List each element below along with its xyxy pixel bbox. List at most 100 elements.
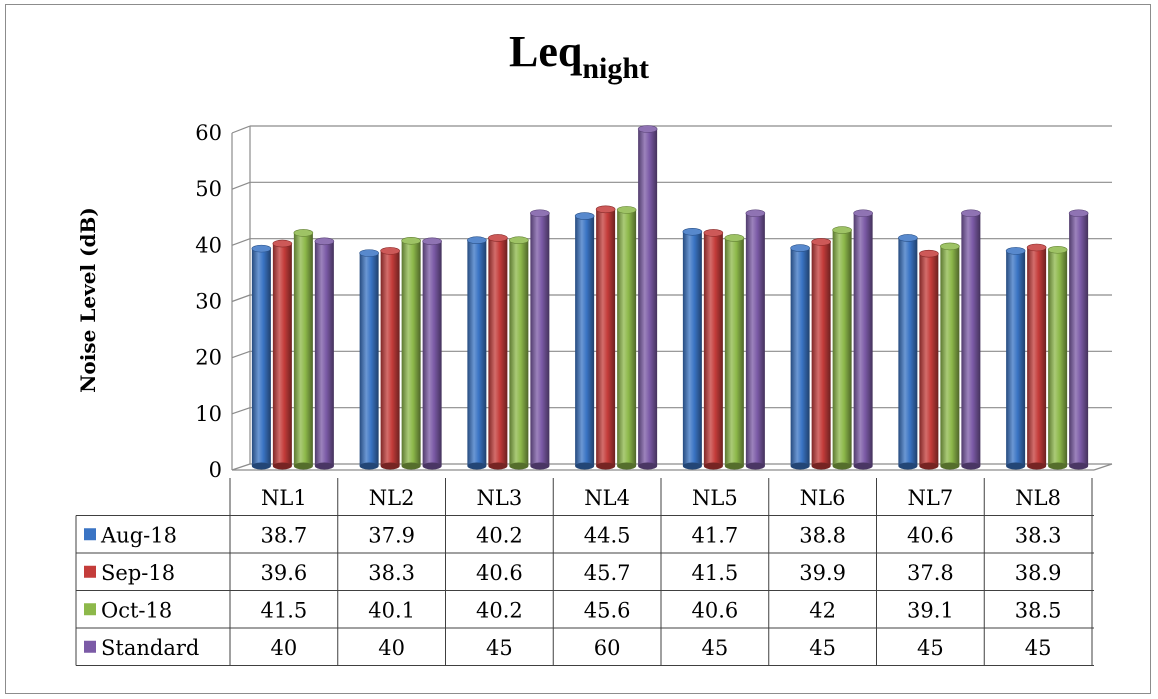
data-table-value: 38.9 xyxy=(1015,561,1062,585)
x-category-label: NL8 xyxy=(1015,486,1061,510)
bar-base xyxy=(488,462,508,470)
bar-base xyxy=(961,462,981,470)
bar xyxy=(853,213,873,466)
bar xyxy=(1069,213,1089,466)
x-category-label: NL6 xyxy=(800,486,846,510)
side-wall-line xyxy=(231,407,251,415)
data-table-value: 40.1 xyxy=(368,598,415,622)
bar xyxy=(530,213,550,466)
bar-base xyxy=(1069,462,1089,470)
bar-top xyxy=(574,212,595,220)
bar-base xyxy=(467,462,487,470)
bar-top xyxy=(251,244,272,253)
y-tick-label: 20 xyxy=(195,346,222,370)
x-category-label: NL2 xyxy=(369,486,415,510)
bar xyxy=(314,241,334,466)
side-wall-line xyxy=(231,294,251,303)
bar-base xyxy=(940,462,960,470)
data-table-value: 39.9 xyxy=(799,561,846,585)
data-table-value: 60 xyxy=(594,636,621,660)
bar-top xyxy=(703,229,724,237)
legend-key xyxy=(84,565,96,578)
bar xyxy=(1006,250,1026,466)
bar-top xyxy=(961,209,981,218)
chart-title: Leqnight xyxy=(0,26,1158,86)
bar-top xyxy=(790,244,810,252)
chart-title-main: Leq xyxy=(508,27,583,76)
bar-top xyxy=(637,125,658,133)
bar-top xyxy=(401,236,421,245)
data-table-value: 45 xyxy=(486,636,513,660)
legend-series-name: Standard xyxy=(101,636,199,660)
bar-top xyxy=(530,209,550,218)
side-wall-line xyxy=(231,463,251,471)
legend-key xyxy=(84,640,96,653)
bar-top xyxy=(488,234,508,242)
x-category-label: NL3 xyxy=(477,486,523,510)
bar xyxy=(811,241,831,466)
bar-top xyxy=(467,236,487,245)
bar xyxy=(617,209,637,466)
bar-base xyxy=(638,462,658,470)
floor-right-edge xyxy=(1093,463,1113,471)
bar-top xyxy=(811,238,831,246)
bar xyxy=(509,240,529,466)
data-table-value: 40.6 xyxy=(691,598,738,622)
legend-series-name: Aug-18 xyxy=(100,523,177,547)
legend-key xyxy=(84,603,96,616)
y-tick-label: 10 xyxy=(195,402,222,426)
x-category-label: NL5 xyxy=(692,486,738,510)
bar xyxy=(272,243,292,466)
data-table-value: 45.7 xyxy=(584,561,631,585)
bar-base xyxy=(422,462,442,470)
data-table-value: 40.2 xyxy=(476,598,523,622)
bar-base xyxy=(1006,462,1026,470)
data-table-value: 45 xyxy=(917,636,944,660)
bar-base xyxy=(293,462,313,470)
x-category-label: NL7 xyxy=(908,486,954,510)
data-table-value: 40 xyxy=(378,636,405,660)
bar xyxy=(940,246,960,466)
data-table-value: 38.3 xyxy=(368,561,415,585)
data-table-value: 41.5 xyxy=(260,598,307,622)
bar-top xyxy=(745,209,766,218)
bar xyxy=(961,213,981,466)
bar-top xyxy=(832,226,852,234)
side-wall-line xyxy=(231,238,251,246)
data-table-value: 44.5 xyxy=(584,523,631,547)
data-table-value: 38.5 xyxy=(1015,598,1062,622)
side-wall-line xyxy=(231,350,251,359)
data-table-value: 37.8 xyxy=(907,561,954,585)
bar xyxy=(638,129,658,466)
bar-top xyxy=(940,242,960,251)
bar xyxy=(724,237,744,466)
bar xyxy=(745,213,765,466)
bar-base xyxy=(509,462,529,470)
bar-top xyxy=(919,249,939,258)
bar-top xyxy=(853,209,873,218)
bar-top xyxy=(1047,245,1068,254)
bar-top xyxy=(898,234,918,242)
bar-top xyxy=(682,227,703,236)
bar xyxy=(488,237,508,466)
bar-base xyxy=(898,462,918,470)
bar-base xyxy=(832,462,852,470)
bar-base xyxy=(401,462,421,470)
bar-top xyxy=(1068,209,1089,218)
data-table-value: 39.1 xyxy=(907,598,954,622)
bar-base xyxy=(790,462,810,470)
legend-key xyxy=(84,528,96,541)
data-table-value: 45 xyxy=(702,636,729,660)
bar xyxy=(682,231,702,466)
data-table-value: 39.6 xyxy=(260,561,307,585)
bar xyxy=(1048,249,1068,466)
bar-base xyxy=(724,462,744,470)
bar-base xyxy=(596,462,616,470)
bar-base xyxy=(682,462,702,470)
data-table-value: 38.7 xyxy=(260,523,307,547)
bar-top xyxy=(595,205,616,214)
data-table-value: 40.6 xyxy=(907,523,954,547)
bar-base xyxy=(314,462,334,470)
bar-top xyxy=(380,247,400,255)
